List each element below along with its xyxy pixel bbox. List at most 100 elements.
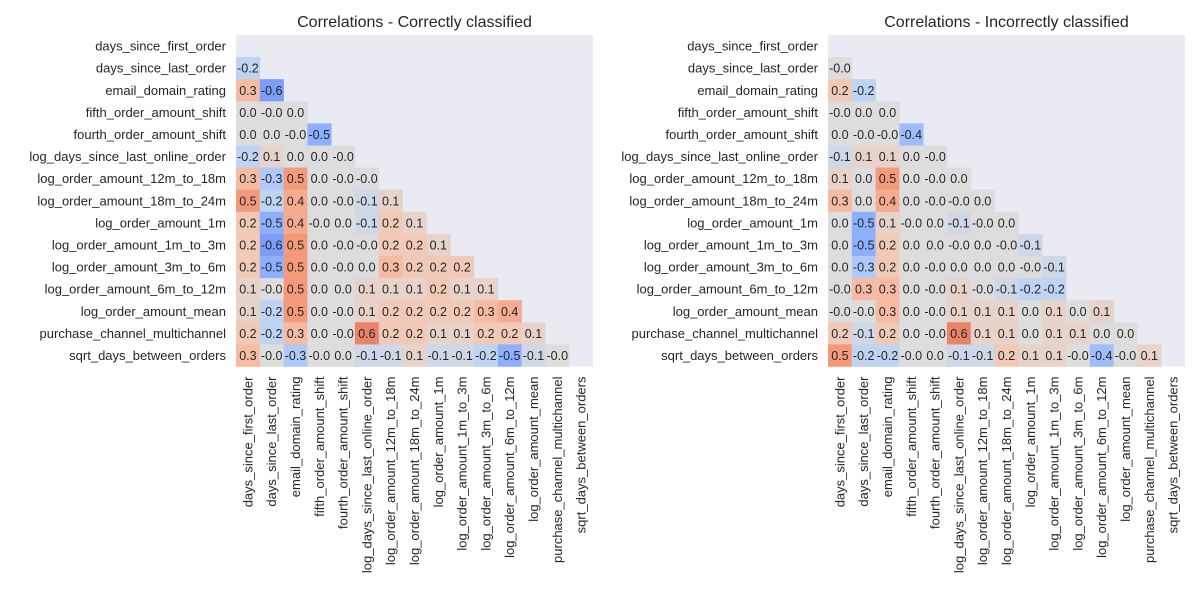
heatmap-cell-sqrt-days-between-orders-days-since-first-order [236, 344, 261, 367]
x-tick-label-log-days-since-last-online-order: log_days_since_last_online_order [359, 376, 374, 573]
heatmap-cell-log-order-amount-1m-fourth-order-amount-shift [331, 211, 356, 235]
heatmap-cell-log-order-amount-3m-to-6m-email-domain-rating [283, 256, 308, 279]
heatmap-cell-fifth-order-amount-shift-days-since-first-order [828, 101, 853, 124]
cell-value-label: -0.3 [853, 261, 875, 275]
heatmap-cell-log-order-amount-1m-log-order-amount-12m-to-18m [970, 211, 995, 235]
cell-value-label: 0.0 [311, 283, 328, 297]
heatmap-cell-purchase-channel-multichannel-log-order-amount-mean [521, 322, 546, 345]
heatmap-cell-log-order-amount-mean-days-since-last-order [259, 300, 284, 323]
heatmap-cell-sqrt-days-between-orders-fifth-order-amount-shift [307, 344, 332, 367]
cell-value-label: -0.0 [285, 128, 307, 142]
cell-value-label: -0.2 [237, 62, 259, 76]
cell-value-label: 0.0 [926, 238, 943, 252]
heatmap-cell-log-order-amount-mean-log-order-amount-3m-to-6m [1066, 300, 1091, 323]
cell-value-label: 0.3 [239, 172, 256, 186]
cell-value-label: 0.2 [430, 283, 447, 297]
cell-value-label: -0.0 [332, 261, 354, 275]
cell-value-label: 0.1 [1093, 305, 1110, 319]
heatmap-cell-log-order-amount-12m-to-18m-fifth-order-amount-shift [899, 167, 924, 190]
cell-value-label: -0.5 [261, 216, 283, 230]
y-tick-label-fifth-order-amount-shift: fifth_order_amount_shift [86, 105, 227, 120]
cell-value-label: -0.0 [1067, 349, 1089, 363]
y-tick-label-log-order-amount-1m-to-3m: log_order_amount_1m_to_3m [644, 237, 818, 252]
cell-value-label: 0.0 [855, 172, 872, 186]
heatmap-cell-fourth-order-amount-shift-days-since-first-order [828, 123, 853, 146]
cell-value-label: 0.1 [263, 150, 280, 164]
y-tick-label-log-order-amount-12m-to-18m: log_order_amount_12m_to_18m [37, 171, 226, 186]
x-tick-label-log-order-amount-18m-to-24m: log_order_amount_18m_to_24m [999, 377, 1014, 566]
cell-value-label: 0.1 [1045, 349, 1062, 363]
cell-value-label: 0.3 [382, 261, 399, 275]
cell-value-label: 0.0 [334, 283, 351, 297]
x-tick-label-days-since-first-order: days_since_first_order [832, 376, 847, 507]
heatmap-cell-log-order-amount-3m-to-6m-log-days-since-last-online-order [947, 256, 972, 279]
x-tick-label-log-order-amount-mean: log_order_amount_mean [526, 377, 541, 522]
heatmap-cell-log-order-amount-mean-log-order-amount-3m-to-6m [474, 300, 499, 323]
heatmap-cell-sqrt-days-between-orders-log-order-amount-mean [1113, 344, 1138, 367]
heatmap-cell-sqrt-days-between-orders-log-order-amount-1m-to-3m [1042, 344, 1067, 367]
cell-value-label: -0.0 [829, 62, 851, 76]
cell-value-label: 0.1 [1069, 327, 1086, 341]
cell-value-label: 0.0 [903, 150, 920, 164]
heatmap-cell-sqrt-days-between-orders-days-since-first-order [828, 344, 853, 367]
heatmap-cell-log-order-amount-6m-to-12m-log-order-amount-18m-to-24m [402, 278, 427, 301]
heatmap-cell-fourth-order-amount-shift-email-domain-rating [283, 123, 308, 146]
cell-value-label: 0.2 [453, 261, 470, 275]
cell-value-label: -0.0 [261, 106, 283, 120]
heatmap-cell-days-since-last-order-days-since-first-order [828, 57, 853, 80]
cell-value-label: 0.1 [406, 349, 423, 363]
cell-value-label: 0.0 [311, 194, 328, 208]
heatmap-cell-log-order-amount-6m-to-12m-fourth-order-amount-shift [923, 278, 948, 301]
heatmap-cell-log-order-amount-mean-log-order-amount-18m-to-24m [402, 300, 427, 323]
cell-value-label: 0.2 [430, 261, 447, 275]
cell-value-label: 0.4 [879, 194, 896, 208]
y-tick-label-log-order-amount-6m-to-12m: log_order_amount_6m_to_12m [45, 282, 226, 297]
heatmap-cell-log-order-amount-mean-log-order-amount-6m-to-12m [497, 300, 522, 323]
cell-value-label: 0.0 [831, 238, 848, 252]
cell-value-label: 0.2 [406, 327, 423, 341]
heatmap-cell-purchase-channel-multichannel-days-since-first-order [236, 322, 261, 345]
heatmap-cell-sqrt-days-between-orders-log-order-amount-1m-to-3m [450, 344, 475, 367]
heatmap-cell-sqrt-days-between-orders-email-domain-rating [283, 344, 308, 367]
x-tick-label-log-order-amount-6m-to-12m: log_order_amount_6m_to_12m [1094, 377, 1109, 558]
cell-value-label: 0.0 [263, 128, 280, 142]
y-tick-label-days-since-last-order: days_since_last_order [96, 61, 227, 76]
cell-value-label: -0.0 [924, 194, 946, 208]
heatmap-cell-sqrt-days-between-orders-fourth-order-amount-shift [923, 344, 948, 367]
heatmap-cell-log-order-amount-18m-to-24m-email-domain-rating [283, 189, 308, 213]
cell-value-label: -0.0 [924, 283, 946, 297]
cell-value-label: -0.1 [948, 349, 970, 363]
heatmap-cell-log-order-amount-6m-to-12m-email-domain-rating [875, 278, 900, 301]
heatmap-cell-purchase-channel-multichannel-log-order-amount-1m-to-3m [450, 322, 475, 345]
cell-value-label: 0.0 [974, 261, 991, 275]
heatmap-cell-log-order-amount-12m-to-18m-fifth-order-amount-shift [307, 167, 332, 190]
cell-value-label: -0.0 [924, 150, 946, 164]
heatmap-cell-log-order-amount-3m-to-6m-days-since-last-order [851, 256, 876, 279]
cell-value-label: -0.1 [380, 349, 402, 363]
heatmap-cell-email-domain-rating-days-since-last-order [259, 79, 284, 102]
cell-value-label: 0.1 [430, 327, 447, 341]
cell-value-label: 0.0 [831, 261, 848, 275]
heatmap-cell-log-order-amount-6m-to-12m-log-order-amount-12m-to-18m [970, 278, 995, 301]
cell-value-label: -0.0 [1020, 261, 1042, 275]
heatmap-cell-log-order-amount-3m-to-6m-log-order-amount-18m-to-24m [994, 256, 1019, 279]
cell-value-label: -0.5 [853, 238, 875, 252]
heatmap-cell-purchase-channel-multichannel-log-order-amount-mean [1113, 322, 1138, 345]
heatmap-cell-log-order-amount-1m-to-3m-log-order-amount-1m [426, 233, 451, 257]
heatmap-cell-log-days-since-last-online-order-fifth-order-amount-shift [307, 145, 332, 168]
heatmap-cell-purchase-channel-multichannel-fifth-order-amount-shift [899, 322, 924, 345]
cell-value-label: 0.5 [287, 305, 304, 319]
heatmap-cell-log-order-amount-mean-log-days-since-last-online-order [947, 300, 972, 323]
heatmap-cell-log-order-amount-18m-to-24m-fifth-order-amount-shift [307, 189, 332, 213]
x-tick-label-purchase-channel-multichannel: purchase_channel_multichannel [1142, 376, 1157, 563]
heatmap-cell-log-order-amount-1m-to-3m-log-order-amount-18m-to-24m [994, 233, 1019, 257]
heatmap-cell-log-order-amount-mean-days-since-first-order [828, 300, 853, 323]
cell-value-label: -0.0 [332, 305, 354, 319]
heatmap-cell-log-order-amount-mean-fifth-order-amount-shift [307, 300, 332, 323]
cell-value-label: 0.2 [477, 327, 494, 341]
heatmap-cell-log-order-amount-mean-log-order-amount-1m-to-3m [450, 300, 475, 323]
heatmap-cell-sqrt-days-between-orders-log-order-amount-1m [426, 344, 451, 367]
heatmap-cell-log-order-amount-mean-log-order-amount-1m-to-3m [1042, 300, 1067, 323]
heatmap-cell-log-order-amount-1m-days-since-first-order [236, 211, 261, 235]
heatmap-cell-log-order-amount-3m-to-6m-log-order-amount-12m-to-18m [378, 256, 403, 279]
